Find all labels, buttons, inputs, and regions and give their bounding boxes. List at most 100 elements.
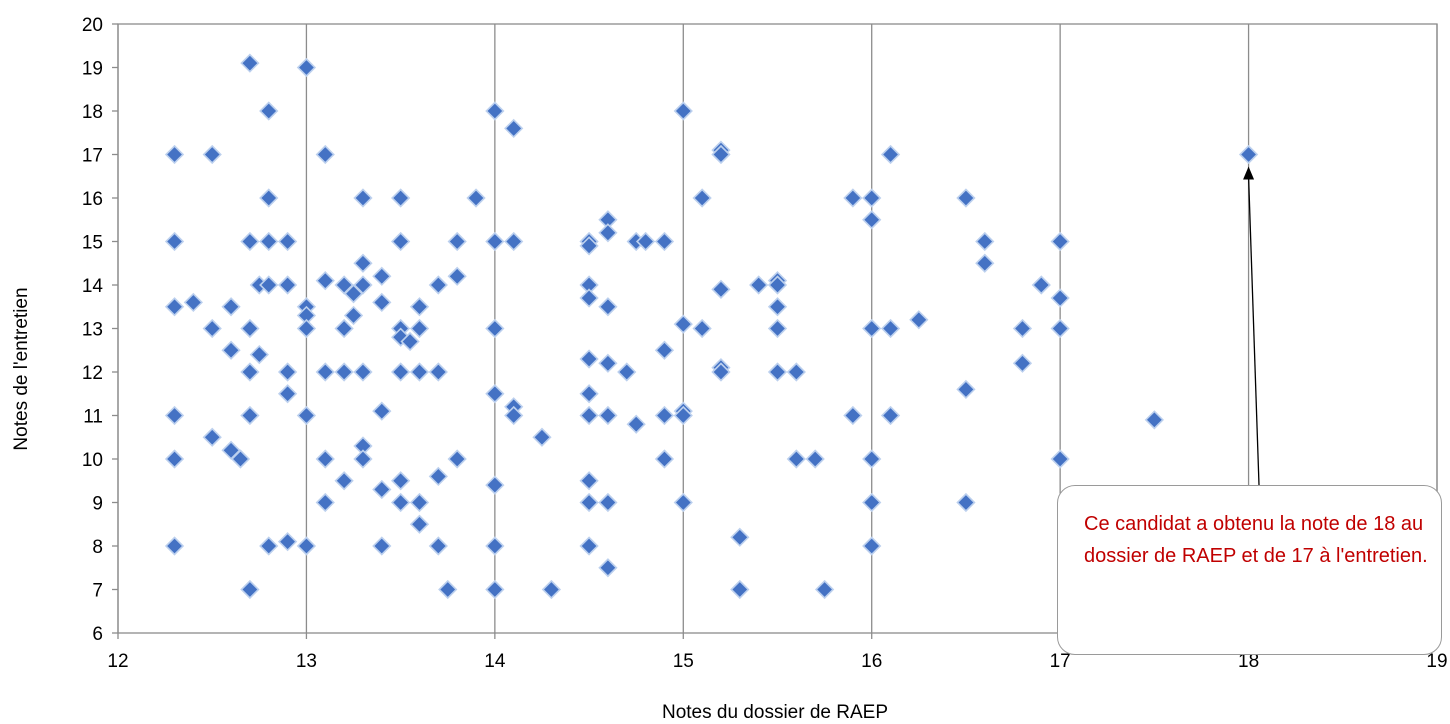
data-point	[843, 405, 863, 426]
data-point	[277, 362, 298, 382]
plot-frame	[117, 23, 1438, 634]
x-axis-title: Notes du dossier de RAEP	[662, 702, 888, 723]
data-point	[296, 405, 317, 426]
data-point	[579, 536, 599, 556]
data-point	[504, 231, 524, 252]
data-point	[202, 318, 222, 339]
data-point	[579, 471, 599, 491]
data-point	[259, 275, 279, 295]
data-point	[711, 144, 731, 165]
data-point	[249, 344, 269, 365]
x-tick-label: 16	[861, 651, 882, 672]
y-tick-label: 7	[92, 581, 103, 602]
data-point	[221, 340, 241, 360]
y-tick-label: 20	[82, 15, 103, 36]
data-point	[598, 223, 618, 243]
data-point	[240, 53, 260, 73]
data-point	[975, 231, 995, 252]
data-point	[579, 492, 599, 513]
data-point	[372, 292, 392, 313]
data-point	[711, 362, 731, 382]
data-point	[805, 449, 825, 469]
x-tick-label: 13	[296, 651, 317, 672]
data-point	[164, 231, 185, 252]
data-point	[353, 188, 373, 208]
x-tick-label: 17	[1050, 651, 1071, 672]
data-point	[1050, 449, 1070, 469]
data-point	[485, 579, 505, 600]
data-point	[447, 231, 467, 252]
data-point	[277, 384, 298, 404]
data-point	[767, 275, 788, 295]
data-point	[315, 144, 335, 165]
data-point	[372, 479, 392, 500]
data-point	[598, 492, 618, 513]
data-points	[164, 53, 1259, 600]
data-point	[485, 101, 505, 121]
data-point	[504, 118, 524, 139]
data-point	[409, 492, 430, 513]
data-point	[334, 318, 354, 339]
data-point	[277, 231, 298, 252]
data-point	[240, 362, 260, 382]
data-point	[230, 449, 251, 469]
data-point	[485, 318, 505, 339]
data-point	[240, 318, 260, 339]
data-point	[975, 253, 995, 273]
data-point	[391, 471, 411, 491]
data-point	[372, 536, 392, 556]
data-point	[240, 579, 260, 600]
y-tick-label: 10	[82, 450, 103, 471]
data-point	[164, 405, 185, 426]
x-tick-label: 15	[673, 651, 694, 672]
data-point	[259, 231, 279, 252]
data-point	[1012, 353, 1033, 373]
data-point	[485, 536, 505, 556]
data-point	[466, 188, 486, 208]
data-point	[880, 405, 901, 426]
data-point	[277, 275, 298, 295]
data-point	[673, 405, 693, 426]
data-point	[315, 449, 335, 469]
y-tick-label: 15	[82, 233, 103, 254]
x-axis-ticks: 12 13 14 15 16 17 18 19	[107, 633, 1448, 672]
data-point	[485, 231, 505, 252]
data-point	[711, 279, 731, 299]
data-point	[428, 536, 448, 556]
data-point	[862, 449, 882, 469]
y-tick-label: 11	[83, 407, 103, 428]
y-tick-label: 9	[92, 494, 103, 515]
data-point	[353, 449, 373, 469]
data-point	[164, 449, 185, 469]
data-point	[277, 532, 298, 552]
data-point	[730, 527, 750, 547]
data-point	[862, 210, 882, 230]
data-point	[880, 144, 901, 165]
y-tick-label: 12	[82, 363, 103, 384]
y-tick-label: 19	[82, 59, 103, 80]
data-point	[956, 379, 976, 400]
data-point	[447, 449, 467, 469]
data-point	[862, 188, 882, 208]
data-point	[673, 101, 693, 121]
data-point	[654, 449, 675, 469]
data-point	[786, 362, 806, 382]
data-point	[334, 362, 354, 382]
x-tick-label: 12	[107, 651, 128, 672]
data-point	[956, 188, 976, 208]
x-tick-label: 14	[484, 651, 506, 672]
data-point	[400, 331, 420, 352]
data-point	[409, 297, 430, 317]
data-point	[334, 471, 354, 491]
callout-arrow	[1243, 166, 1260, 486]
data-point	[1012, 318, 1033, 339]
data-point	[447, 266, 467, 286]
data-point	[579, 405, 599, 426]
y-axis-ticks: 6 7 8 9 10 11 12 13 14 15 16 17 18 19 20	[82, 15, 118, 645]
y-tick-label: 13	[82, 320, 103, 341]
data-point	[438, 579, 458, 600]
data-point	[909, 310, 929, 330]
data-point	[259, 536, 279, 556]
data-point	[635, 231, 656, 252]
